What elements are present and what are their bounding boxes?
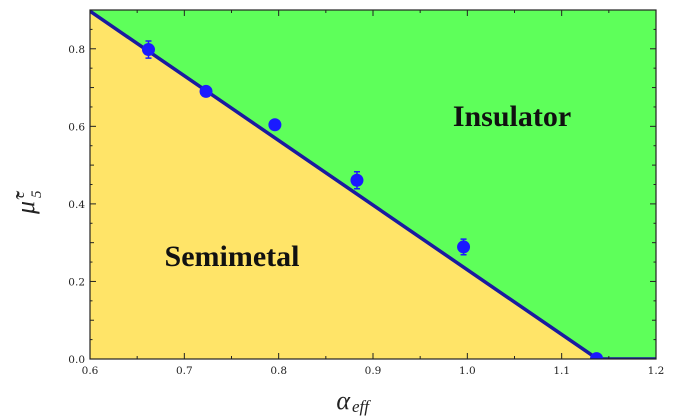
- x-axis-label-subscript: eff: [352, 397, 371, 416]
- phase-boundary-line: [90, 10, 656, 359]
- y-axis-label: μ̃ c 5: [11, 190, 45, 215]
- insulator-label: Insulator: [453, 100, 571, 133]
- x-axis-ticks: 0.6 0.7 0.8 0.9 1.0 1.1 1.2: [82, 10, 665, 377]
- semimetal-label: Semimetal: [165, 240, 300, 273]
- y-tick-label: 0.4: [68, 199, 85, 211]
- y-tick-label: 0.0: [68, 354, 85, 366]
- x-tick-label: 0.7: [176, 365, 193, 377]
- x-axis-label: α eff: [336, 386, 371, 416]
- y-tick-label: 0.8: [68, 44, 85, 56]
- data-point: [590, 352, 604, 359]
- data-point: [457, 240, 471, 254]
- x-tick-label: 1.2: [648, 365, 665, 377]
- x-axis-label-symbol: α: [336, 386, 351, 415]
- data-point: [199, 84, 213, 98]
- x-tick-label: 0.6: [82, 365, 99, 377]
- data-point: [268, 118, 282, 132]
- y-axis-label-superscript: c: [12, 191, 28, 198]
- insulator-region: [90, 10, 656, 359]
- data-points: [141, 40, 604, 359]
- x-tick-label: 0.8: [270, 365, 287, 377]
- y-axis-ticks: 0.0 0.2 0.4 0.6 0.8: [68, 28, 656, 366]
- plot-area: [90, 10, 656, 359]
- x-tick-label: 1.1: [553, 365, 570, 377]
- y-axis-label-subscript: 5: [29, 190, 45, 198]
- x-tick-label: 1.0: [459, 365, 476, 377]
- x-tick-label: 0.9: [365, 365, 382, 377]
- y-tick-label: 0.2: [68, 276, 85, 288]
- data-point: [350, 173, 364, 187]
- y-tick-label: 0.6: [68, 121, 85, 133]
- semimetal-region: [90, 11, 656, 359]
- data-point: [141, 43, 155, 57]
